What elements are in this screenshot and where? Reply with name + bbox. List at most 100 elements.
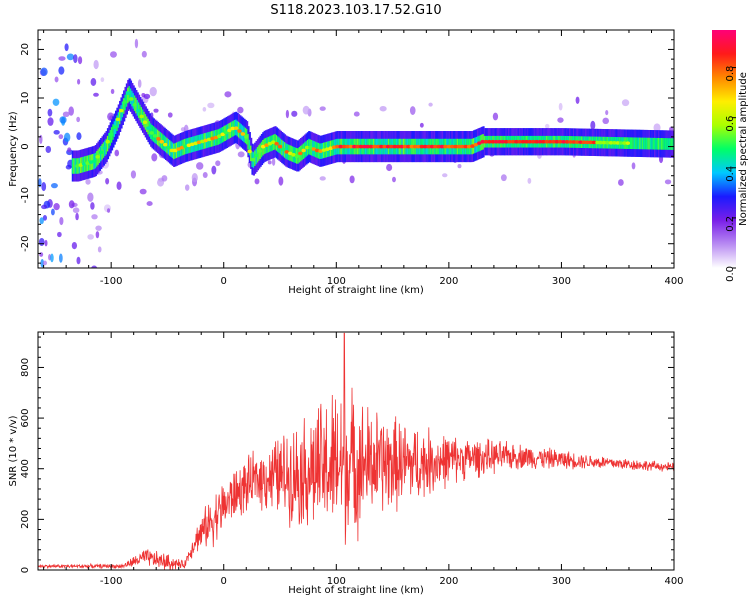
spectrogram-peak-cell [328,146,333,150]
spectrogram-peak-cell [352,144,357,149]
spectrogram-cell [57,231,62,238]
spectrogram-cell [72,207,80,214]
spectrogram-peak-cell [585,140,590,145]
spectrogram-peak-cell [365,144,371,149]
colorbar-tick: 0.2 [725,216,736,232]
spectrogram-y-tick: -20 [20,236,674,252]
spectrogram-cell [58,66,65,75]
spectrogram-cell [250,145,253,162]
spectrogram-peak-cell [453,144,458,149]
spectrogram-cell [63,132,71,143]
spectrogram-cell [76,132,82,141]
spectrogram-peak-cell [301,148,306,153]
spectrogram-peak-cell [287,151,293,156]
spectrogram-peak-cell [291,153,296,157]
spectrogram-cell [215,160,221,167]
spectrogram-cell [40,67,48,77]
snr-x-tick: 0 [221,332,227,587]
spectrogram-cell [260,141,264,158]
spectrogram-peak-cell [139,114,144,119]
snr-series-line [37,332,675,571]
spectrogram-peak-cell [115,117,121,122]
spectrogram-peak-cell [473,142,479,147]
spectrogram-cell [62,111,70,118]
spectrogram-cell [267,160,272,165]
spectrogram-peak-cell [250,157,256,162]
spectrogram-x-tick-label: 300 [552,276,571,287]
spectrogram-peak-cell [510,139,516,144]
spectrogram-peak-cell [490,139,495,144]
spectrogram-peak-cell [88,160,94,164]
spectrogram-cell [656,137,659,150]
spectrogram-cell [42,260,47,266]
spectrogram-cell [224,91,232,98]
spectrogram-peak-cell [149,131,154,135]
spectrogram-cell [143,93,151,99]
spectrogram-cell [143,111,146,128]
spectrogram-peak-cell [460,144,465,149]
spectrogram-cell [44,239,48,247]
spectrogram-cell [50,279,53,284]
spectrogram-y-tick: -10 [20,187,674,203]
spectrogram-cell [61,282,64,290]
spectrogram-cell [110,88,115,95]
colorbar-gradient [712,30,736,268]
spectrogram-peak-cell [399,144,404,149]
colorbar-tick-label: 0.2 [725,216,736,232]
spectrogram-peak-cell [446,144,452,149]
spectrogram-cell [319,176,326,181]
spectrogram-x-tick: -100 [100,30,123,287]
spectrogram-y-tick-label: 20 [20,43,31,56]
spectrogram-peak-cell [95,154,100,159]
spectrogram-cell [254,150,257,166]
spectrogram-peak-cell [595,140,600,145]
spectrogram-x-tick: 200 [439,30,458,287]
snr-y-tick: 600 [20,409,674,428]
spectrogram-x-tick: 0 [221,30,227,287]
spectrogram-cell [166,137,169,154]
spectrogram-peak-cell [318,149,323,153]
spectrogram-peak-cell [531,139,536,144]
spectrogram-cell [658,137,661,150]
spectrogram-peak-cell [534,139,539,144]
spectrogram-x-tick-label: 400 [664,276,683,287]
spectrogram-peak-cell [142,120,148,125]
spectrogram-peak-cell [504,139,509,144]
spectrogram-peak-cell [244,135,249,139]
spectrogram-x-tick-label: 0 [221,276,227,287]
spectrogram-peak-cell [311,147,316,151]
spectrogram-cell [349,175,355,184]
spectrogram-cell [605,109,609,116]
spectrogram-peak-cell [433,144,438,149]
spectrogram-cell [633,137,636,150]
spectrogram-cell [152,126,156,142]
spectrogram-cell [281,139,284,156]
spectrogram-cell [149,86,157,97]
spectrogram-cell [146,116,149,132]
spectrogram-peak-cell [102,146,107,150]
spectrogram-peak-cell [443,144,448,149]
spectrogram-peak-cell [210,136,215,141]
spectrogram-cell [184,184,190,191]
spectrogram-peak-cell [355,144,360,149]
spectrogram-cell [59,216,64,226]
spectrogram-peak-cell [581,140,587,144]
spectrogram-cell [58,253,63,263]
spectrogram-peak-cell [368,144,374,149]
spectrogram-peak-cell [419,144,425,149]
spectrogram-cell [151,153,158,162]
spectrogram-peak-cell [274,141,279,146]
spectrogram-peak-cell [578,140,583,144]
spectrogram-cell [639,137,642,150]
snr-x-tick-label: 100 [327,576,346,587]
snr-x-tick-label: 400 [664,576,683,587]
spectrogram-peak-cell [392,144,398,149]
spectrogram-cell [575,96,580,104]
spectrogram-peak-cell [240,132,246,136]
spectrogram-peak-cell [416,144,421,149]
spectrogram-cell [240,124,243,140]
spectrogram-cell [127,87,130,104]
spectrogram-peak-cell [520,139,526,144]
spectrogram-peak-cell [487,139,492,144]
spectrogram-peak-cell [564,140,570,144]
